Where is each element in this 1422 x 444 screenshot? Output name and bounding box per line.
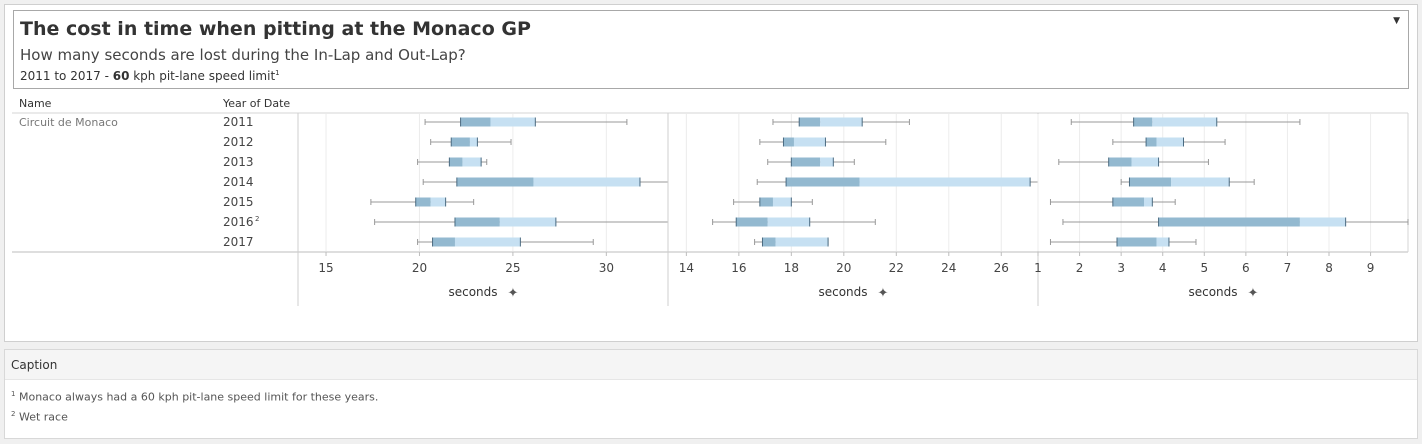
caption-marker-1: 1 [11,390,16,398]
box-upper-half[interactable] [454,237,521,247]
tick-label: 30 [599,261,614,275]
tick-label: 20 [412,261,427,275]
box-upper-half[interactable] [1131,157,1159,167]
dashboard-panel: The cost in time when pitting at the Mon… [4,4,1418,342]
box-lower-half[interactable] [1112,197,1145,207]
footnote-marker: 1 [275,69,280,77]
caption-marker-2: 2 [11,409,16,418]
tick-label: 20 [836,261,851,275]
tick-label: 3 [1117,261,1125,275]
tick-label: 26 [994,261,1009,275]
box-upper-half[interactable] [772,197,792,207]
box-lower-half[interactable] [415,197,431,207]
box-lower-half[interactable] [1116,237,1157,247]
box-lower-half[interactable] [736,217,768,227]
caption-note-1-text: Monaco always had a 60 kph pit-lane spee… [18,390,379,404]
box-lower-half[interactable] [759,197,773,207]
caption-panel: Caption 1 Monaco always had a 60 kph pit… [4,349,1418,439]
circuit-name: Circuit de Monaco [19,116,118,129]
box-lower-half[interactable] [456,177,534,187]
box-upper-half[interactable] [793,137,826,147]
tick-label: 18 [784,261,799,275]
speed-limit-note: 2011 to 2017 - 60 kph pit-lane speed lim… [20,69,280,83]
box-upper-half[interactable] [462,157,482,167]
speed-value: 60 [112,69,130,83]
box-upper-half[interactable] [490,117,536,127]
box-upper-half[interactable] [1156,237,1169,247]
box-lower-half[interactable] [1146,137,1157,147]
speed-unit-text: kph pit-lane speed limit [129,69,276,83]
page-title: The cost in time when pitting at the Mon… [20,18,531,40]
box-lower-half[interactable] [454,217,500,227]
box-upper-half[interactable] [859,177,1031,187]
x-axis-label: seconds [448,285,497,299]
year-label-2017: 2017 [223,235,254,249]
box-upper-half[interactable] [469,137,478,147]
box-upper-half[interactable] [1144,197,1153,207]
year-label-2016: 2016 [223,215,254,229]
box-upper-half[interactable] [820,157,834,167]
box-lower-half[interactable] [791,157,821,167]
box-lower-half[interactable] [449,157,463,167]
box-upper-half[interactable] [775,237,829,247]
box-upper-half[interactable] [820,117,863,127]
x-axis-label: seconds [1188,285,1237,299]
caption-note-1: 1 Monaco always had a 60 kph pit-lane sp… [5,386,1417,406]
caption-note-2-text: Wet race [18,410,68,424]
box-upper-half[interactable] [430,197,446,207]
box-upper-half[interactable] [1299,217,1346,227]
box-lower-half[interactable] [432,237,455,247]
box-upper-half[interactable] [1156,137,1184,147]
box-lower-half[interactable] [451,137,470,147]
box-lower-half[interactable] [1133,117,1153,127]
caption-header: Caption [5,350,1417,380]
tick-label: 1 [1034,261,1042,275]
year-label-2013: 2013 [223,155,254,169]
tick-label: 6 [1242,261,1250,275]
tick-label: 5 [1200,261,1208,275]
tick-label: 4 [1159,261,1167,275]
box-lower-half[interactable] [1108,157,1132,167]
box-upper-half[interactable] [499,217,556,227]
year-label-2012: 2012 [223,135,254,149]
year-range-text: 2011 to 2017 - [20,69,113,83]
box-lower-half[interactable] [783,137,794,147]
box-lower-half[interactable] [460,117,491,127]
column-header-year[interactable]: Year of Date [222,97,290,110]
box-lower-half[interactable] [1158,217,1300,227]
tick-label: 24 [941,261,956,275]
box-upper-half[interactable] [767,217,810,227]
tick-label: 16 [731,261,746,275]
pin-icon[interactable]: ✦ [878,286,889,301]
title-box: The cost in time when pitting at the Mon… [13,10,1409,89]
chevron-down-icon[interactable]: ▼ [1393,16,1400,26]
pin-icon[interactable]: ✦ [508,286,519,301]
year-label-2011: 2011 [223,115,254,129]
box-upper-half[interactable] [533,177,640,187]
tick-label: 2 [1076,261,1084,275]
box-lower-half[interactable] [762,237,776,247]
tick-label: 25 [505,261,520,275]
box-lower-half[interactable] [799,117,821,127]
tick-label: 14 [679,261,694,275]
box-lower-half[interactable] [1129,177,1172,187]
column-header-name[interactable]: Name [19,97,52,110]
pin-icon[interactable]: ✦ [1248,286,1259,301]
page-subtitle: How many seconds are lost during the In-… [20,46,466,64]
tick-label: 22 [889,261,904,275]
year-label-2014: 2014 [223,175,254,189]
tick-label: 8 [1325,261,1333,275]
tick-label: 7 [1284,261,1292,275]
year-label-2015: 2015 [223,195,254,209]
x-axis-label: seconds [818,285,867,299]
year-footnote-marker: 2 [255,215,259,223]
box-lower-half[interactable] [786,177,860,187]
tick-label: 15 [318,261,333,275]
tick-label: 9 [1367,261,1375,275]
caption-note-2: 2 Wet race [5,406,1417,426]
box-upper-half[interactable] [1171,177,1230,187]
box-upper-half[interactable] [1152,117,1217,127]
